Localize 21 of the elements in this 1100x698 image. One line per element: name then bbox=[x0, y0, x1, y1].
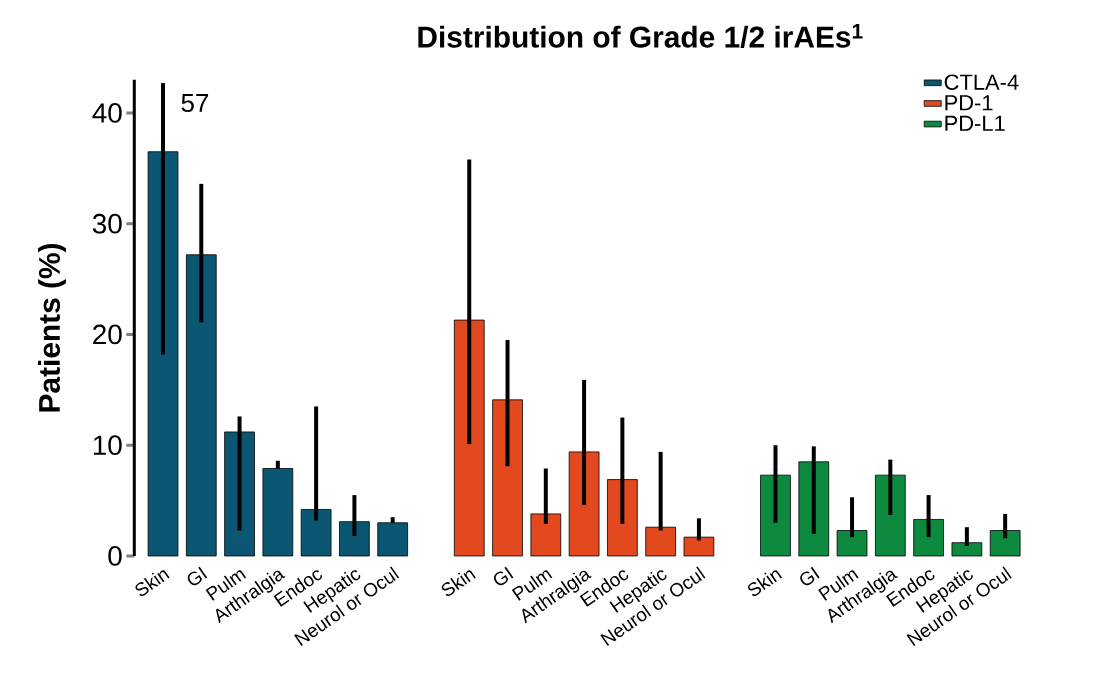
y-tick-label: 40 bbox=[92, 103, 122, 123]
x-tick-label: GI bbox=[187, 566, 208, 586]
x-tick-label: Skin bbox=[747, 570, 783, 596]
x-tick-label: GI bbox=[800, 566, 820, 586]
bar bbox=[645, 526, 676, 557]
bar bbox=[300, 509, 332, 557]
y-axis-title: Patients (%) bbox=[38, 243, 66, 412]
y-tick-label: 20 bbox=[93, 324, 122, 345]
y-tick-label: 30 bbox=[92, 213, 122, 234]
annotation: 57 bbox=[181, 94, 209, 113]
legend-label: CTLA-4 bbox=[944, 74, 1019, 90]
legend-label: PD-L1 bbox=[945, 115, 1005, 131]
x-tick-label: GI bbox=[493, 566, 514, 586]
legend-label: PD-1 bbox=[945, 95, 993, 111]
x-tick-label: Skin bbox=[135, 570, 170, 596]
chart-title: Distribution of Grade 1/2 irAEs$^{1}$ bbox=[418, 24, 863, 48]
y-tick-label: 10 bbox=[93, 435, 122, 456]
x-tick-label: Skin bbox=[441, 570, 476, 596]
bar bbox=[913, 519, 944, 557]
bar bbox=[683, 536, 715, 557]
y-tick-label: 0 bbox=[108, 546, 122, 566]
